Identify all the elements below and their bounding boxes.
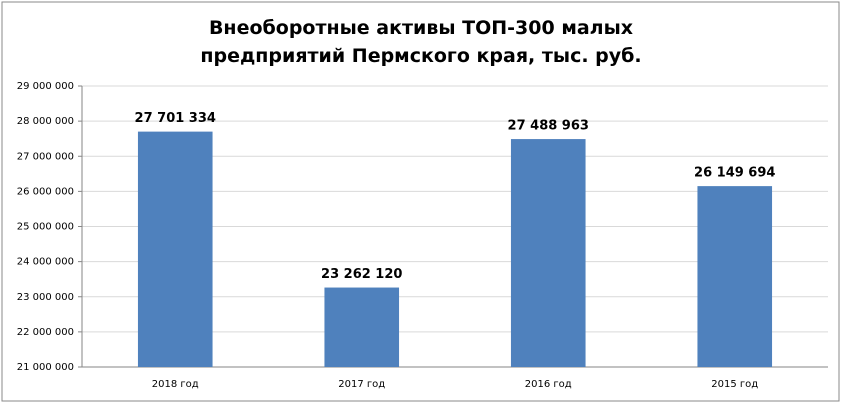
value-label: 23 262 120 — [321, 267, 402, 282]
value-label: 27 701 334 — [135, 111, 216, 126]
x-tick-label: 2017 год — [338, 379, 385, 390]
y-tick-label: 21 000 000 — [17, 362, 74, 373]
bar — [510, 139, 586, 367]
y-tick-label: 29 000 000 — [17, 81, 74, 92]
bar — [137, 131, 213, 367]
y-tick-label: 22 000 000 — [17, 327, 74, 338]
y-tick-label: 28 000 000 — [17, 116, 74, 127]
bar — [697, 186, 773, 367]
y-tick-label: 25 000 000 — [17, 222, 74, 233]
y-tick-label: 24 000 000 — [17, 257, 74, 268]
y-tick-label: 26 000 000 — [17, 186, 74, 197]
value-label: 27 488 963 — [508, 119, 589, 134]
x-tick-label: 2018 год — [152, 379, 199, 390]
x-tick-label: 2016 год — [525, 379, 572, 390]
y-tick-label: 23 000 000 — [17, 292, 74, 303]
chart-title: Внеоборотные активы ТОП-300 малых предпр… — [200, 17, 642, 67]
x-tick-label: 2015 год — [711, 379, 758, 390]
bar — [324, 287, 400, 367]
value-label: 26 149 694 — [694, 166, 775, 181]
y-tick-label: 27 000 000 — [17, 151, 74, 162]
